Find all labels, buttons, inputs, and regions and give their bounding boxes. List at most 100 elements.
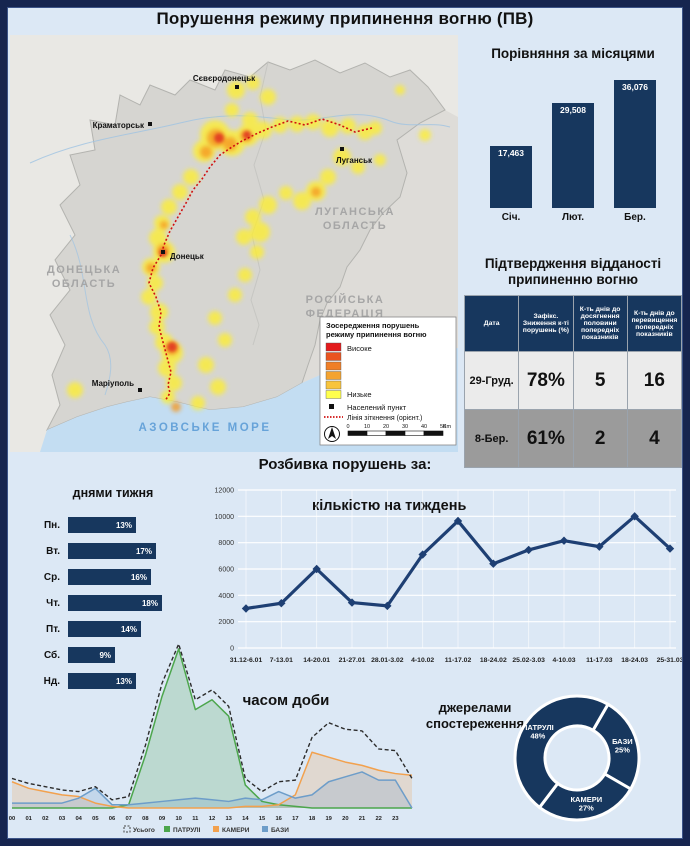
data-point-marker (312, 564, 321, 574)
scale-unit: Km (443, 424, 452, 430)
heat-swatch (325, 380, 342, 390)
sources-donut-chart: БАЗИ 25% КАМЕРИ 27% ПАТРУЛІ 48% (513, 694, 641, 822)
cell-drop: 61% (518, 409, 574, 469)
breakdown-section-title: Розбивка порушень за: (258, 456, 432, 473)
x-tick-label: 28.01-3.02 (371, 657, 404, 664)
cell-date: 8-Бер. (463, 409, 520, 469)
cell-date: 29-Груд. (463, 351, 520, 411)
monthly-chart-title: Порівняння за місяцями (491, 46, 655, 61)
weekday-row: Нд. 13% (38, 668, 218, 694)
hour-label: 11 (192, 816, 199, 822)
legend-line-label: Лінія зіткнення (орієнт.) (347, 414, 422, 422)
hour-label: 00 (9, 816, 15, 822)
y-tick-label: 6000 (218, 567, 234, 574)
hour-label: 04 (75, 816, 82, 822)
monthly-bar-value: 17,463 (498, 148, 524, 158)
hour-label: 10 (175, 816, 181, 822)
x-tick-label: 18-24.03 (621, 657, 648, 664)
river (29, 114, 451, 164)
scale-tick: 30 (402, 424, 408, 430)
weekday-chart-title: днями тижня (72, 486, 154, 500)
weekday-row: Пн. 13% (38, 512, 218, 538)
city-label: Сєвєродонецьк (193, 74, 256, 83)
monthly-bar: 29,508 (552, 103, 594, 208)
city-marker (148, 122, 152, 126)
heat-swatch (325, 342, 342, 352)
series-line-total (11, 643, 413, 801)
cell-drop: 78% (518, 351, 574, 411)
hour-label: 07 (125, 816, 131, 822)
river (69, 234, 112, 396)
legend-high-label: Високе (347, 344, 372, 353)
y-tick-label: 12000 (215, 488, 235, 495)
x-tick-label: 11-17.03 (586, 657, 613, 664)
time-of-day-chart-title: часом доби (228, 692, 344, 711)
scale-segment (404, 430, 425, 436)
y-tick-label: 2000 (218, 619, 234, 626)
cell-days-half: 5 (572, 351, 628, 411)
hour-label: 20 (342, 816, 348, 822)
ceasefire-commitment-panel: Підтвердження відданості припиненню вогн… (463, 256, 683, 469)
table-title: Підтвердження відданості припиненню вогн… (484, 256, 662, 288)
heat-swatch (325, 352, 342, 361)
x-tick-label: 18-24.02 (480, 657, 507, 664)
donut-slice-label: ПАТРУЛІ 48% (522, 723, 554, 741)
monthly-bar-value: 36,076 (622, 82, 648, 92)
region-label: РОСІЙСЬКА (306, 293, 385, 306)
city-label: Маріуполь (92, 379, 134, 388)
scale-segment (423, 430, 444, 436)
hour-label: 13 (225, 816, 232, 822)
region-label: ОБЛАСТЬ (323, 220, 387, 232)
weekday-label: Пт. (46, 623, 60, 635)
legend-label: БАЗИ (271, 827, 289, 834)
weekday-bar-value: 16% (130, 572, 147, 582)
x-tick-label: 4-10.03 (552, 657, 575, 664)
table-header-row: Дата Зафікс. Зниження к-ті порушень (%) … (463, 295, 683, 353)
scale-segment (385, 430, 406, 436)
cell-days-exceed: 16 (626, 351, 683, 411)
legend-label: Усього (133, 827, 155, 834)
legend-title: Зосередження порушень (326, 321, 420, 330)
hour-label: 17 (292, 816, 298, 822)
city-label: Луганськ (336, 156, 373, 165)
col-header: Зафікс. Зниження к-ті порушень (%) (518, 295, 574, 353)
weekday-label: Сб. (43, 649, 60, 661)
y-tick-label: 4000 (218, 593, 234, 600)
series-line-ПАТРУЛІ (12, 648, 412, 809)
monthly-category-label: Лют. (561, 212, 585, 223)
scale-tick: 50 (440, 424, 446, 430)
weekday-label: Вт. (46, 545, 60, 557)
cell-days-exceed: 4 (626, 409, 683, 469)
legend-marker-КАМЕРИ (213, 826, 219, 832)
scale-segment (347, 430, 368, 436)
region-label: ЛУГАНСЬКА (315, 206, 395, 218)
x-tick-label: 14-20.01 (303, 657, 330, 664)
x-tick-label: 25.02-3.03 (512, 657, 545, 664)
weekday-rows: Пн. 13% Вт. 17% Ср. 16% Чт. 18% Пт. 14% Сб. 9% Нд. 13… (38, 512, 218, 694)
cell-days-half: 2 (572, 409, 628, 469)
hour-label: 06 (109, 816, 116, 822)
weekday-label: Ср. (43, 571, 60, 583)
donut-slice-label: БАЗИ 25% (612, 737, 633, 755)
x-tick-label: 31.12-6.01 (230, 657, 263, 664)
hour-label: 02 (42, 816, 48, 822)
sea-label: АЗОВСЬКЕ МОРЕ (139, 422, 272, 434)
area-fill-БАЗИ (12, 771, 412, 808)
x-tick-label: 25-31.03 (657, 657, 682, 664)
weekday-bar: 17% (68, 543, 156, 559)
violations-map: Сєвєродонецьк Краматорськ Луганськ Донец… (10, 35, 458, 452)
col-header: К-ть днів до досягнення половини поперед… (572, 295, 628, 353)
donut-slice-ПАТРУЛІ (513, 694, 611, 810)
data-point-marker (524, 545, 533, 555)
legend-title: режиму припинення вогню (326, 330, 427, 339)
weekly-chart-title: кількістю на тиждень (312, 498, 466, 514)
map-legend: Зосередження порушень режиму припинення … (319, 316, 457, 446)
x-tick-label: 4-10.02 (411, 657, 434, 664)
monthly-bar-column: 29,508 (552, 80, 594, 208)
series-line-КАМЕРИ (11, 751, 413, 809)
data-point-marker (383, 601, 392, 611)
series-line-БАЗИ (12, 771, 413, 809)
y-tick-label: 0 (230, 646, 234, 653)
time-of-day-chart: 00 01 02 03 04 05 06 07 08 09 10 11 12 13 14 15 16 17 18 19… (9, 643, 413, 834)
